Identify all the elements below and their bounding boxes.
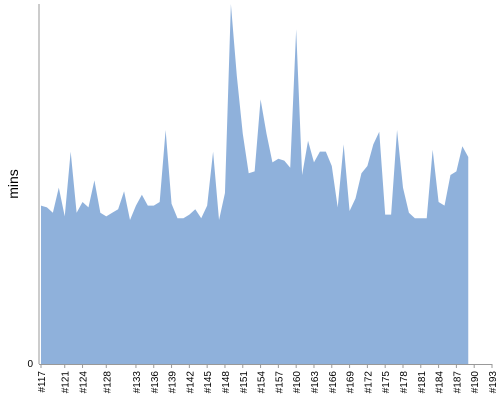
x-tick-label: #133 <box>132 371 143 394</box>
x-tick-label: #124 <box>79 371 90 394</box>
x-tick-label: #148 <box>221 371 232 394</box>
x-tick-label: #181 <box>417 371 428 394</box>
x-tick-label: #184 <box>435 371 446 394</box>
x-tick-label: #190 <box>470 371 481 394</box>
x-tick-label: #151 <box>239 371 250 394</box>
plot-area <box>41 4 469 364</box>
y-axis-title: mins <box>5 169 21 199</box>
x-tick-label: #175 <box>381 371 392 394</box>
y-tick-label: 0 <box>27 359 33 370</box>
x-axis-ticks: #117 #121 #124 #128 #133 #136 #139 #142 #145 #148… <box>37 364 499 393</box>
x-tick-label: #157 <box>274 371 285 394</box>
x-tick-label: #193 <box>488 371 499 394</box>
area-series <box>41 4 469 364</box>
x-tick-label: #139 <box>168 371 179 394</box>
x-tick-label: #142 <box>185 371 196 394</box>
x-tick-label: #154 <box>257 371 268 394</box>
x-tick-label: #178 <box>399 371 410 394</box>
x-tick-label: #136 <box>150 371 161 394</box>
x-tick-label: #117 <box>37 371 48 393</box>
x-tick-label: #160 <box>292 371 303 394</box>
x-tick-label: #166 <box>328 371 339 394</box>
x-tick-label: #187 <box>452 371 463 394</box>
x-tick-label: #121 <box>61 371 72 394</box>
x-tick-label: #163 <box>310 371 321 394</box>
y-axis-ticks: 0 <box>27 359 33 370</box>
x-tick-label: #172 <box>363 371 374 394</box>
x-tick-label: #145 <box>203 371 214 394</box>
x-tick-label: #128 <box>102 371 113 394</box>
x-tick-label: #169 <box>346 371 357 394</box>
